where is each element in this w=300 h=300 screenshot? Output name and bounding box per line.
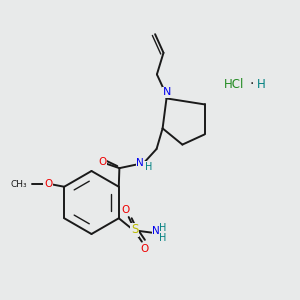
Text: O: O (122, 206, 130, 215)
Text: S: S (131, 224, 138, 236)
Text: ·: · (249, 77, 254, 91)
Text: O: O (44, 179, 52, 189)
Text: N: N (163, 87, 171, 98)
Text: N: N (152, 226, 160, 236)
Text: N: N (136, 158, 144, 168)
Text: H: H (160, 233, 167, 243)
Text: H: H (160, 223, 167, 233)
Text: O: O (140, 244, 149, 254)
Text: H: H (145, 162, 152, 172)
Text: CH₃: CH₃ (10, 180, 27, 189)
Text: O: O (98, 157, 107, 166)
Text: HCl: HCl (224, 77, 244, 91)
Text: H: H (256, 77, 266, 91)
